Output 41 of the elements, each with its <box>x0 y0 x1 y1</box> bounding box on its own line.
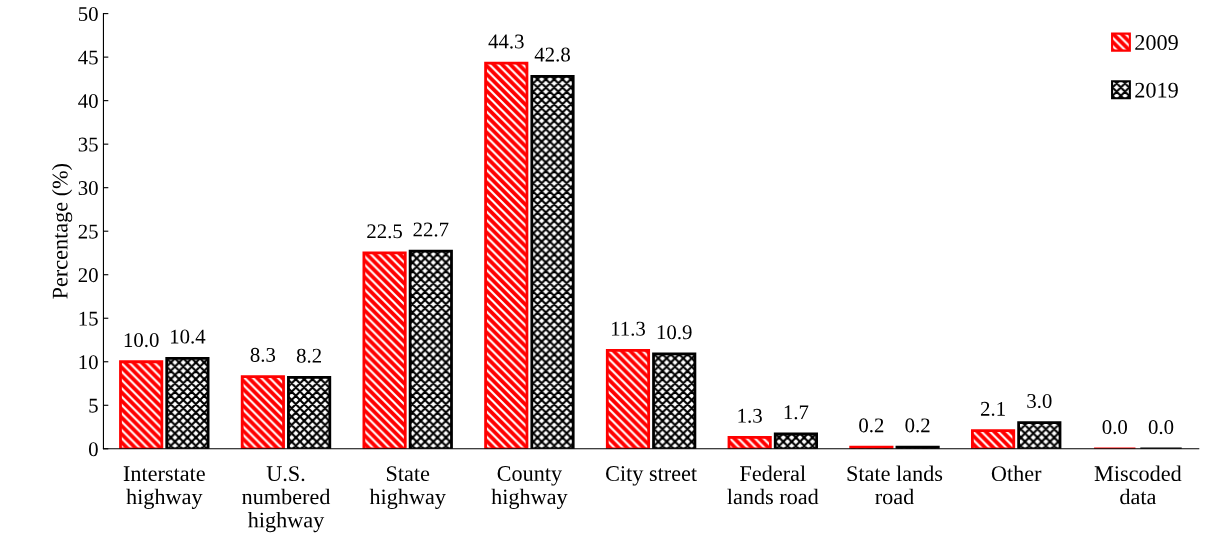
y-tick-label: 5 <box>89 398 98 413</box>
x-tick-label: County highway <box>491 466 568 509</box>
legend-label: 2009 <box>1135 35 1178 51</box>
x-tick-label: City street <box>606 466 697 486</box>
data-label: 8.3 <box>250 347 276 362</box>
x-tick-label: U.S. numbered highway <box>242 466 331 533</box>
y-tick-label: 25 <box>78 224 98 239</box>
data-label: 0.2 <box>905 418 930 433</box>
y-tick-label: 35 <box>78 137 98 152</box>
x-tick-label: Other <box>991 465 1042 482</box>
y-tick-label: 30 <box>78 181 98 196</box>
data-label: 10.0 <box>124 333 159 348</box>
data-label: 0.2 <box>859 418 884 433</box>
data-label: 22.7 <box>413 222 449 237</box>
data-label: 0.0 <box>1148 420 1174 435</box>
data-label: 0.0 <box>1102 420 1127 435</box>
y-axis-title: Percentage (%) <box>51 164 73 299</box>
y-tick-label: 40 <box>78 94 98 109</box>
data-label: 3.0 <box>1027 393 1052 409</box>
y-tick-label: 10 <box>79 355 98 370</box>
x-tick-label: Interstate highway <box>123 466 205 509</box>
data-label: 1.7 <box>784 405 809 420</box>
data-label: 42.8 <box>534 47 570 62</box>
data-label: 11.3 <box>611 321 645 336</box>
data-label: 22.5 <box>367 224 402 239</box>
y-tick-label: 15 <box>79 311 98 326</box>
data-label: 10.4 <box>171 329 206 344</box>
data-label: 8.2 <box>296 348 321 363</box>
legend-label: 2019 <box>1135 82 1178 98</box>
y-tick-label: 0 <box>88 442 98 457</box>
x-tick-label: Federal lands road <box>727 465 819 505</box>
data-label: 10.9 <box>657 325 692 340</box>
x-tick-label: State highway <box>369 466 446 509</box>
data-label: 2.1 <box>980 401 1005 416</box>
data-label: 44.3 <box>488 34 524 49</box>
x-tick-label: Miscoded data <box>1094 465 1182 505</box>
y-tick-label: 20 <box>78 268 98 283</box>
data-label: 1.3 <box>738 408 762 423</box>
x-tick-label: State lands road <box>847 465 943 505</box>
y-tick-label: 45 <box>78 50 98 65</box>
y-tick-label: 50 <box>78 6 98 22</box>
